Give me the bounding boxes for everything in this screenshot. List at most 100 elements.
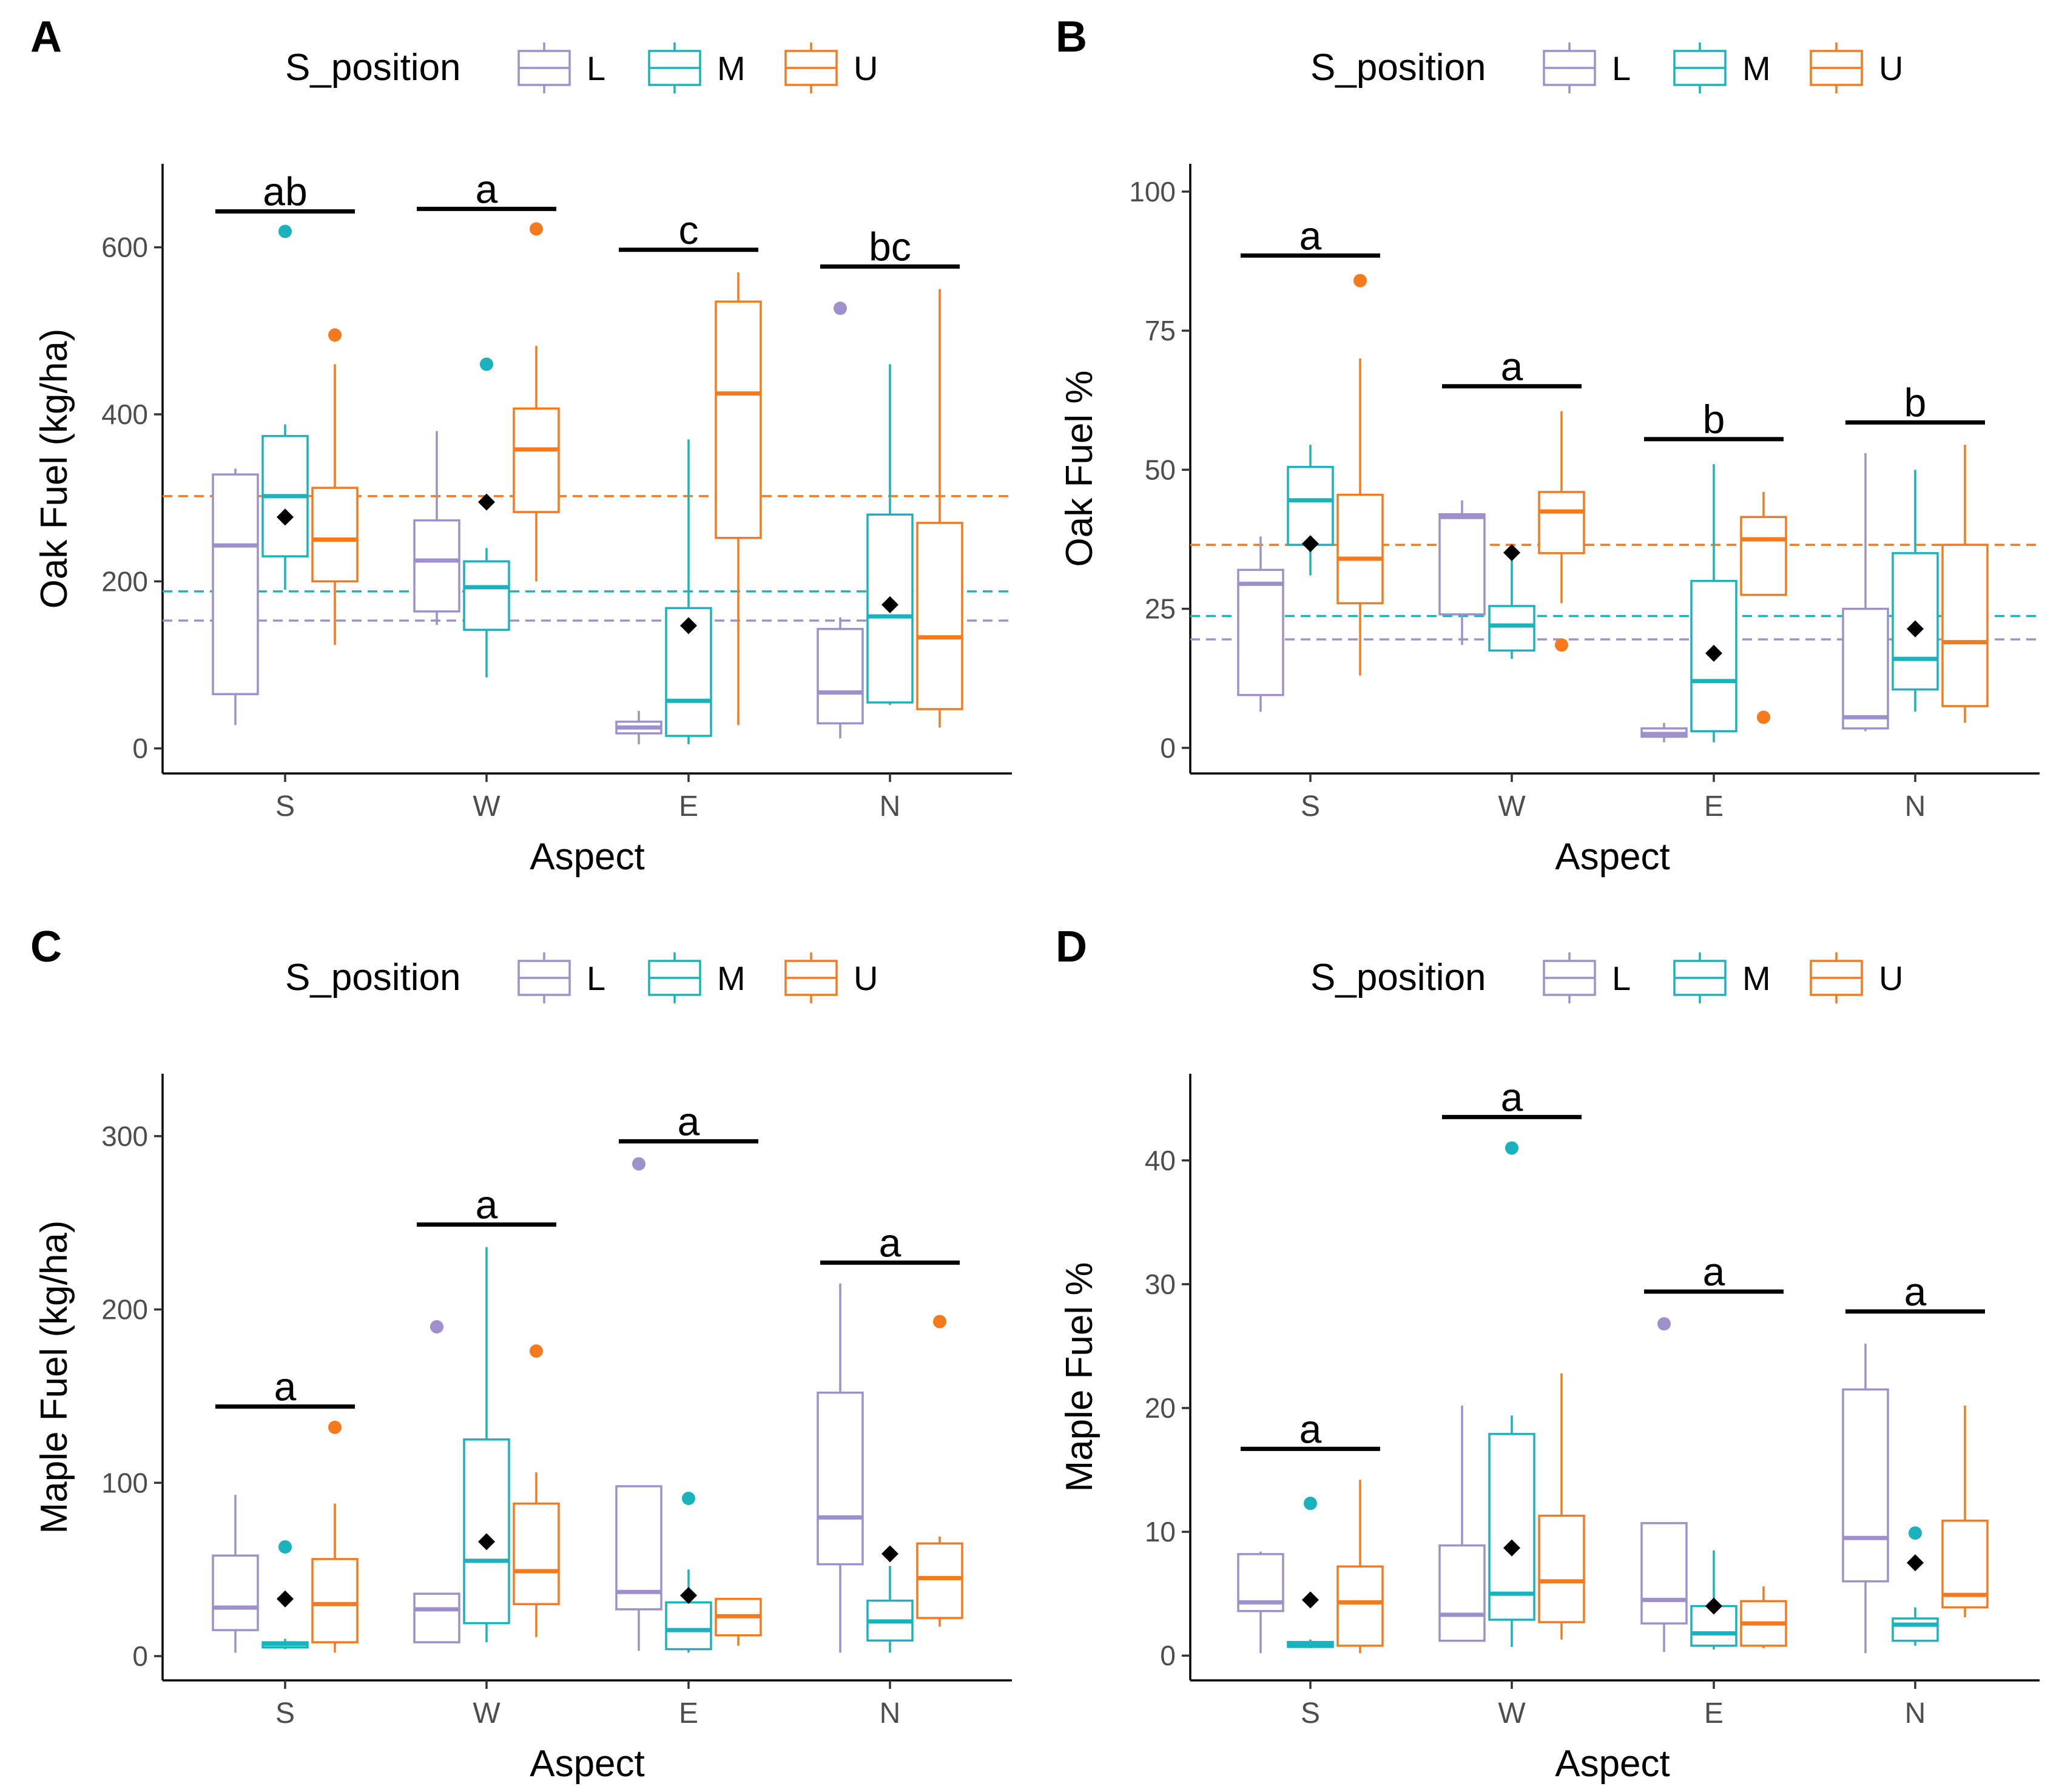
y-tick-label: 0 — [132, 1640, 148, 1672]
x-tick-label: N — [880, 1697, 901, 1730]
box-body — [1237, 568, 1284, 696]
mean-marker — [1705, 644, 1722, 662]
x-tick-label: S — [1301, 790, 1320, 823]
outlier-point — [328, 328, 342, 342]
outlier-point — [1353, 274, 1367, 288]
outlier-point — [1505, 1141, 1518, 1155]
box-e-l — [1640, 723, 1688, 743]
x-axis-title: Aspect — [1555, 836, 1670, 878]
significance-letter: a — [1299, 213, 1322, 258]
mean-marker — [1302, 535, 1319, 553]
x-axis-title: Aspect — [1555, 1743, 1670, 1785]
outlier-point — [632, 1157, 645, 1171]
box-w-u — [513, 222, 560, 582]
significance-letter: a — [1904, 1269, 1927, 1314]
mean-marker — [680, 617, 697, 635]
x-tick-label: S — [275, 1697, 295, 1730]
box-w-l — [1438, 1405, 1486, 1642]
box-e-l — [615, 1157, 662, 1651]
x-axis-title: Aspect — [530, 836, 645, 878]
box-body — [916, 1542, 963, 1619]
x-tick-label: N — [1905, 1697, 1926, 1730]
outlier-point — [1909, 1526, 1922, 1540]
y-tick-label: 75 — [1145, 315, 1176, 346]
box-body — [311, 1558, 359, 1643]
box-s-m — [261, 224, 309, 590]
box-n-u — [916, 1315, 963, 1627]
outlier-point — [278, 224, 292, 238]
box-s-u — [1336, 274, 1384, 676]
legend-key-u: U — [1810, 952, 1903, 1003]
box-body — [665, 1601, 712, 1651]
y-tick-label: 20 — [1145, 1392, 1176, 1424]
legend: S_position L M U — [285, 42, 878, 93]
box-n-l — [817, 1283, 864, 1653]
legend-label-m: M — [717, 49, 746, 87]
x-axis-title: Aspect — [530, 1743, 645, 1785]
box-w-l — [1438, 500, 1486, 645]
box-w-u — [1538, 411, 1585, 652]
significance-letter: ab — [263, 169, 307, 214]
y-tick-label: 50 — [1145, 454, 1176, 485]
x-tick-label: W — [473, 1697, 500, 1730]
significance-letter: a — [476, 166, 498, 211]
mean-marker — [1503, 544, 1520, 561]
outlier-point — [480, 357, 493, 371]
legend: S_position L M U — [1310, 42, 1903, 93]
box-s-l — [1237, 1551, 1284, 1654]
outlier-point — [1304, 1497, 1317, 1511]
mean-marker — [1907, 1554, 1924, 1572]
legend-label-u: U — [1879, 49, 1903, 87]
panel-b: B S_position L M U 0 25 50 75 100 S W E N Aspect Oak Fu… — [1056, 13, 2040, 878]
box-w-l — [413, 431, 460, 625]
box-n-u — [1941, 1405, 1989, 1617]
mean-marker — [478, 1533, 495, 1551]
outlier-point — [682, 1492, 695, 1505]
box-body — [212, 473, 259, 695]
box-body — [1336, 1565, 1384, 1647]
x-tick-label: E — [679, 790, 698, 823]
box-body — [513, 407, 560, 513]
significance-letter: a — [1299, 1406, 1322, 1451]
y-tick-label: 10 — [1145, 1516, 1176, 1548]
legend-key-m: M — [648, 42, 746, 93]
significance-letter: a — [274, 1364, 297, 1409]
x-tick-label: E — [1704, 790, 1724, 823]
legend-label-u: U — [1879, 959, 1903, 997]
y-axis-title: Oak Fuel % — [1059, 371, 1100, 567]
outlier-point — [530, 1344, 543, 1358]
box-body — [916, 522, 963, 710]
y-tick-label: 0 — [1160, 732, 1176, 764]
outlier-point — [1757, 710, 1770, 724]
box-w-m — [1488, 559, 1535, 659]
outlier-point — [430, 1320, 443, 1334]
box-w-m — [463, 357, 510, 678]
box-body — [212, 1554, 259, 1631]
x-tick-label: N — [880, 790, 901, 823]
box-body — [1336, 493, 1384, 605]
box-body — [1488, 605, 1535, 652]
box-n-l — [817, 301, 864, 739]
box-w-u — [513, 1344, 560, 1637]
box-e-m — [665, 1492, 712, 1653]
outlier-point — [328, 1420, 342, 1434]
y-tick-label: 0 — [132, 733, 148, 764]
legend-label-m: M — [1742, 49, 1771, 87]
box-body — [413, 1592, 460, 1643]
legend-key-l: L — [1543, 42, 1631, 93]
legend-key-u: U — [784, 952, 878, 1003]
outlier-point — [530, 222, 543, 236]
panel-c: C S_position L M U 0 100 200 300 S W E N Aspect Maple … — [30, 923, 1012, 1785]
x-tick-label: W — [1498, 1697, 1526, 1730]
significance-letter: b — [1703, 397, 1725, 442]
box-body — [1892, 1617, 1939, 1642]
outlier-point — [1555, 638, 1568, 652]
legend-key-m: M — [1673, 42, 1771, 93]
box-e-u — [715, 1597, 762, 1646]
legend: S_position L M U — [1310, 952, 1903, 1003]
legend-title: S_position — [1310, 47, 1486, 89]
panel-label: D — [1056, 923, 1087, 971]
significance-letter: bc — [869, 224, 911, 269]
box-e-l — [615, 710, 662, 744]
